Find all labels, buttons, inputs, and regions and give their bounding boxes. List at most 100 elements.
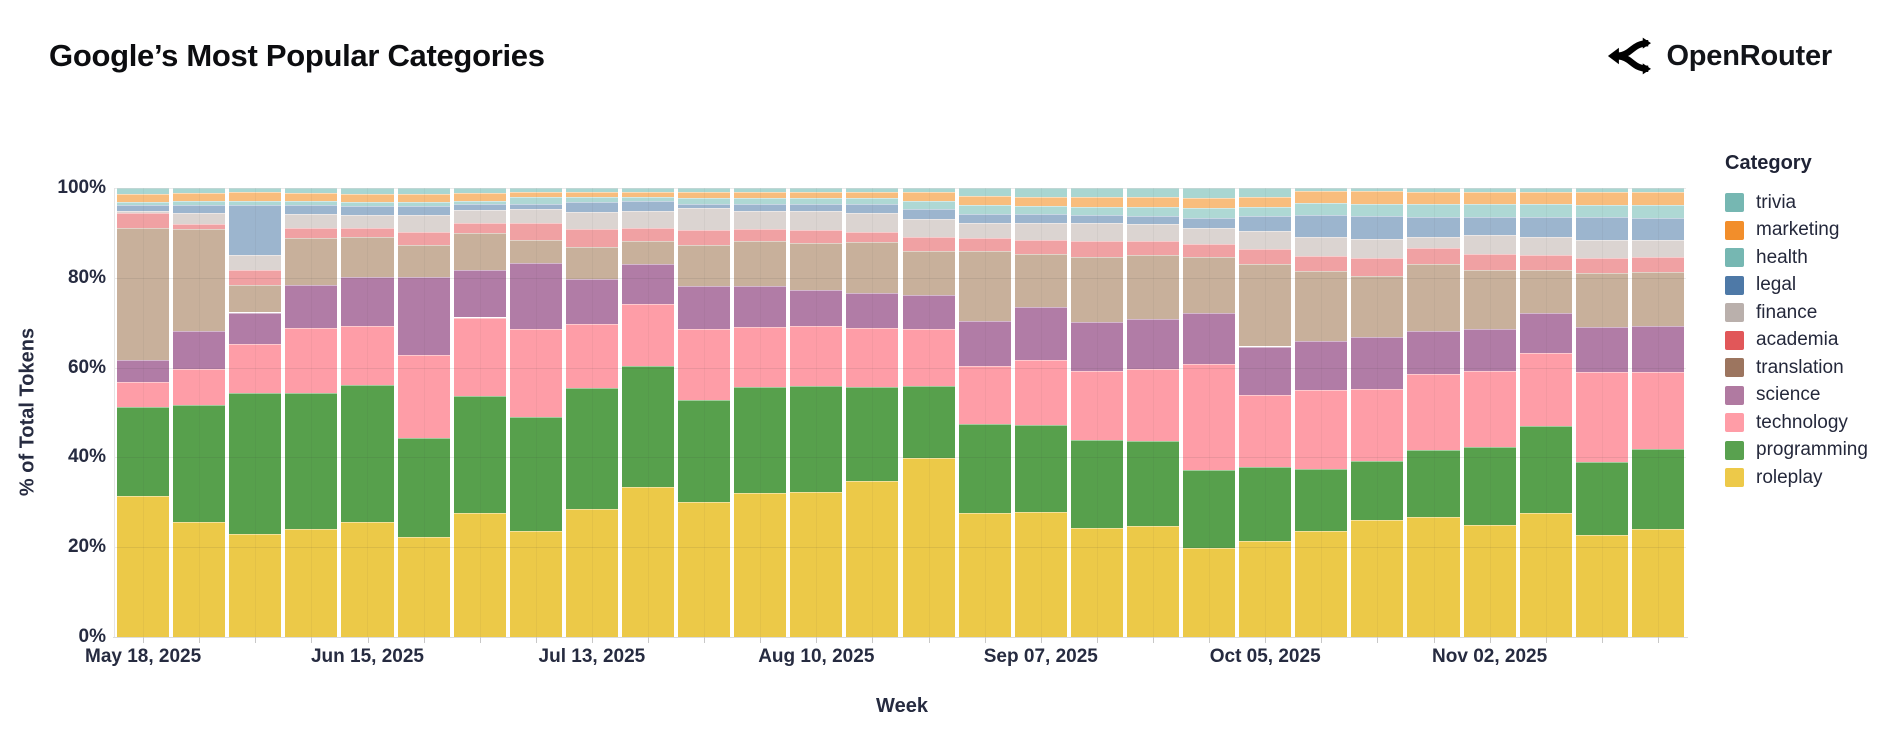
bar-segment-health[interactable] — [453, 201, 506, 205]
bar-segment-finance[interactable] — [1070, 223, 1123, 241]
bar-segment-legal[interactable] — [173, 204, 226, 213]
bar-segment-programming[interactable] — [902, 385, 955, 459]
legend-item-academia[interactable]: academia — [1725, 327, 1868, 355]
bar-segment-translation[interactable] — [117, 227, 170, 360]
bar-segment-legal[interactable] — [229, 204, 282, 256]
bar-segment-health[interactable] — [678, 198, 731, 205]
bar-segment-legal[interactable] — [621, 201, 675, 212]
bar-segment-marketing[interactable] — [846, 192, 899, 199]
bar-segment-translation[interactable] — [1575, 272, 1628, 327]
bar-segment-roleplay[interactable] — [902, 458, 955, 637]
bar-segment-science[interactable] — [1183, 313, 1236, 364]
bar-segment-legal[interactable] — [1070, 214, 1123, 224]
bar-segment-health[interactable] — [1519, 204, 1572, 217]
bar-segment-academia[interactable] — [1631, 257, 1684, 272]
bar-segment-programming[interactable] — [1407, 450, 1460, 518]
bar-segment-programming[interactable] — [734, 386, 787, 494]
bar-segment-programming[interactable] — [453, 395, 506, 514]
legend-item-health[interactable]: health — [1725, 244, 1868, 272]
bar-segment-legal[interactable] — [1463, 216, 1516, 235]
bar-segment-technology[interactable] — [1239, 394, 1292, 467]
bar-segment-finance[interactable] — [117, 210, 170, 214]
bar-segment-translation[interactable] — [173, 229, 226, 332]
bar-segment-academia[interactable] — [621, 227, 675, 242]
legend-item-roleplay[interactable]: roleplay — [1725, 464, 1868, 492]
bar-segment-trivia[interactable] — [1407, 188, 1460, 192]
bar-segment-programming[interactable] — [1014, 425, 1067, 512]
bar-segment-trivia[interactable] — [1463, 188, 1516, 192]
bar-segment-technology[interactable] — [285, 328, 338, 394]
bar-segment-programming[interactable] — [1126, 441, 1180, 526]
bar-segment-programming[interactable] — [846, 386, 899, 481]
bar-segment-translation[interactable] — [397, 245, 450, 278]
bar-segment-marketing[interactable] — [1183, 198, 1236, 209]
bar-segment-finance[interactable] — [509, 209, 562, 224]
bar-segment-trivia[interactable] — [1631, 188, 1684, 192]
bar-segment-translation[interactable] — [1126, 254, 1180, 320]
bar-segment-academia[interactable] — [734, 229, 787, 241]
bar-segment-translation[interactable] — [1463, 270, 1516, 329]
bar-segment-health[interactable] — [117, 201, 170, 206]
bar-segment-academia[interactable] — [678, 229, 731, 246]
bar-segment-legal[interactable] — [341, 205, 394, 215]
bar-segment-science[interactable] — [1295, 340, 1348, 391]
bar-segment-roleplay[interactable] — [285, 529, 338, 637]
bar-segment-trivia[interactable] — [117, 188, 170, 194]
bar-segment-trivia[interactable] — [285, 188, 338, 194]
bar-segment-trivia[interactable] — [341, 188, 394, 194]
bar-segment-translation[interactable] — [565, 247, 618, 279]
bar-segment-academia[interactable] — [1295, 255, 1348, 271]
bar-segment-marketing[interactable] — [1295, 191, 1348, 203]
bar-segment-finance[interactable] — [846, 212, 899, 232]
bar-segment-marketing[interactable] — [565, 191, 618, 198]
bar-segment-health[interactable] — [902, 201, 955, 210]
bar-segment-technology[interactable] — [1631, 372, 1684, 450]
bar-segment-programming[interactable] — [341, 385, 394, 522]
bar-segment-science[interactable] — [790, 289, 843, 326]
bar-segment-translation[interactable] — [734, 240, 787, 286]
bar-segment-roleplay[interactable] — [453, 513, 506, 637]
bar-segment-marketing[interactable] — [1631, 191, 1684, 205]
bar-segment-trivia[interactable] — [397, 188, 450, 195]
bar-segment-science[interactable] — [1070, 322, 1123, 371]
legend-item-translation[interactable]: translation — [1725, 354, 1868, 382]
bar-segment-translation[interactable] — [1239, 264, 1292, 347]
bar-segment-finance[interactable] — [1463, 234, 1516, 254]
bar-segment-programming[interactable] — [285, 393, 338, 530]
bar-segment-technology[interactable] — [734, 327, 787, 387]
bar-segment-roleplay[interactable] — [397, 537, 450, 637]
bar-segment-marketing[interactable] — [1070, 196, 1123, 207]
bar-segment-marketing[interactable] — [1575, 191, 1628, 205]
bar-segment-technology[interactable] — [1407, 373, 1460, 451]
bar-segment-academia[interactable] — [229, 270, 282, 285]
bar-segment-roleplay[interactable] — [341, 521, 394, 637]
bar-segment-programming[interactable] — [1519, 426, 1572, 513]
bar-segment-programming[interactable] — [790, 386, 843, 493]
bar-segment-academia[interactable] — [1351, 258, 1404, 276]
bar-segment-roleplay[interactable] — [790, 492, 843, 637]
legend-item-programming[interactable]: programming — [1725, 437, 1868, 465]
bar-segment-roleplay[interactable] — [678, 502, 731, 637]
bar-segment-academia[interactable] — [117, 213, 170, 228]
bar-segment-health[interactable] — [734, 198, 787, 205]
bar-segment-academia[interactable] — [509, 223, 562, 241]
bar-segment-marketing[interactable] — [1126, 197, 1180, 208]
bar-segment-legal[interactable] — [1351, 215, 1404, 240]
bar-segment-legal[interactable] — [1519, 216, 1572, 238]
bar-segment-legal[interactable] — [453, 204, 506, 210]
bar-segment-roleplay[interactable] — [1631, 529, 1684, 637]
bar-segment-science[interactable] — [229, 312, 282, 344]
bar-segment-science[interactable] — [509, 262, 562, 329]
bar-segment-marketing[interactable] — [790, 192, 843, 199]
bar-segment-health[interactable] — [1407, 204, 1460, 217]
bar-segment-marketing[interactable] — [678, 192, 731, 199]
bar-segment-academia[interactable] — [1126, 241, 1180, 255]
bar-segment-marketing[interactable] — [1463, 191, 1516, 205]
bar-segment-finance[interactable] — [621, 211, 675, 228]
bar-segment-legal[interactable] — [1575, 217, 1628, 240]
bar-segment-science[interactable] — [1126, 319, 1180, 369]
bar-segment-programming[interactable] — [1183, 469, 1236, 548]
bar-segment-trivia[interactable] — [846, 188, 899, 193]
bar-segment-trivia[interactable] — [565, 188, 618, 192]
bar-segment-marketing[interactable] — [229, 192, 282, 202]
